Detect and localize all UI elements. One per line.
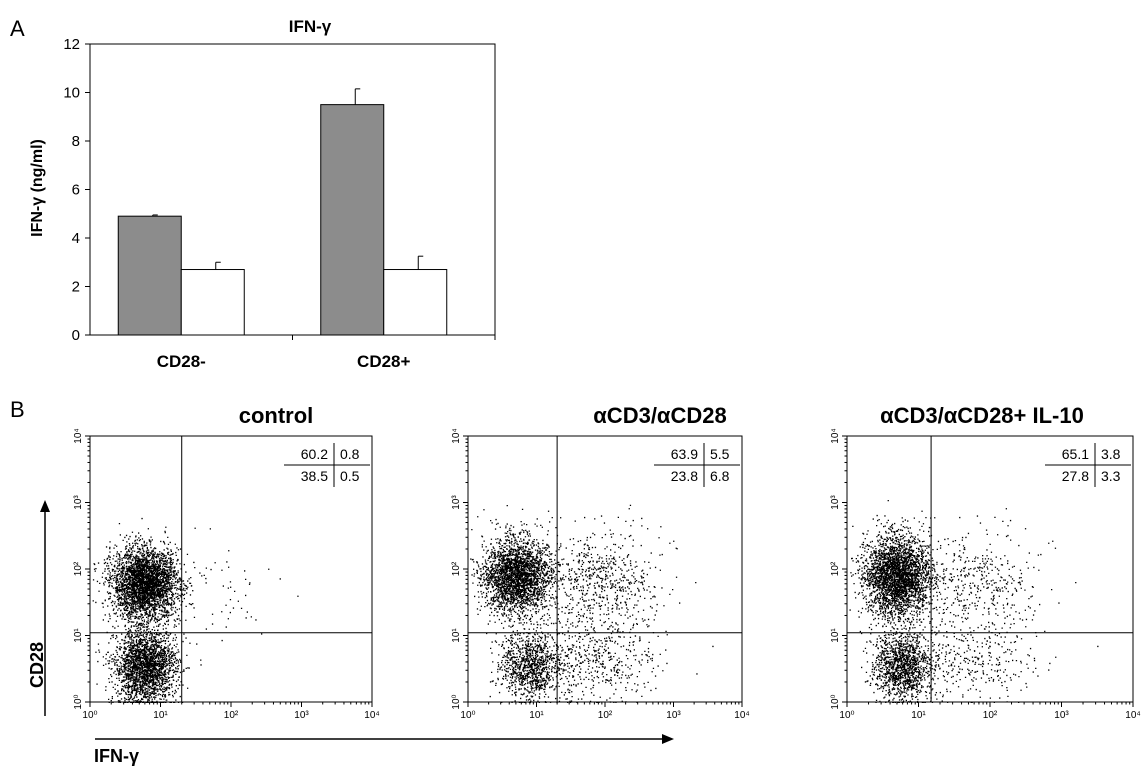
quadrant-upper-right: 5.5	[710, 446, 730, 462]
chart-a-ylabel: IFN-γ (ng/ml)	[29, 139, 46, 237]
quadrant-upper-left: 65.1	[1062, 446, 1089, 462]
chart-a: 0 2 4 6 8 10 12 CD28- CD28+	[63, 36, 496, 371]
x-category-label: CD28+	[357, 352, 410, 371]
quadrant-upper-right: 3.8	[1101, 446, 1121, 462]
y-tick-label: 10⁴	[73, 428, 84, 443]
x-tick-label: 10⁰	[82, 710, 97, 721]
facs-title: control	[239, 403, 314, 428]
cd28-axis-arrow-head	[40, 500, 50, 512]
y-tick-label: 6	[72, 182, 80, 199]
y-tick-label: 10⁰	[73, 694, 84, 709]
y-tick-label: 2	[72, 279, 80, 296]
bar	[117, 215, 182, 336]
x-tick-label: 10¹	[529, 710, 544, 721]
y-tick-label: 10²	[451, 561, 462, 576]
y-tick-label: 10	[63, 85, 80, 102]
x-tick-label: 10⁴	[364, 710, 379, 721]
y-tick-label: 10²	[73, 561, 84, 576]
bar	[383, 269, 448, 336]
y-tick-label: 10⁴	[451, 428, 462, 443]
bar	[320, 104, 385, 336]
scatter-points	[92, 517, 299, 703]
x-tick-label: 10⁴	[734, 710, 749, 721]
x-tick-label: 10⁰	[460, 710, 475, 721]
facs-xlabel: IFN-γ	[94, 746, 139, 766]
x-tick-label: 10²	[983, 710, 998, 721]
panel-a-letter: A	[10, 16, 25, 41]
facs-title: αCD3/αCD28+ IL-10	[880, 403, 1084, 428]
y-tick-label: 10¹	[73, 628, 84, 643]
panel-b-letter: B	[10, 397, 25, 422]
quadrant-lower-right: 0.5	[340, 468, 360, 484]
y-tick-label: 10³	[451, 495, 462, 510]
x-category-label: CD28-	[157, 352, 206, 371]
chart-a-title: IFN-γ	[289, 17, 332, 36]
quadrant-lower-left: 27.8	[1062, 468, 1089, 484]
quadrant-lower-right: 6.8	[710, 468, 730, 484]
facs-ylabel: CD28	[27, 642, 47, 688]
y-tick-label: 12	[63, 36, 80, 53]
y-tick-label: 10³	[73, 495, 84, 510]
x-tick-label: 10³	[294, 710, 309, 721]
quadrant-upper-left: 60.2	[301, 446, 328, 462]
x-tick-label: 10³	[1054, 710, 1069, 721]
x-tick-label: 10¹	[153, 710, 168, 721]
y-tick-label: 8	[72, 133, 80, 150]
x-tick-label: 10²	[598, 710, 613, 721]
scatter-points	[470, 504, 714, 703]
y-tick-label: 10⁴	[830, 428, 841, 443]
x-tick-label: 10²	[224, 710, 239, 721]
x-tick-label: 10⁴	[1125, 710, 1140, 721]
y-tick-label: 10¹	[451, 628, 462, 643]
quadrant-lower-right: 3.3	[1101, 468, 1121, 484]
scatter-points	[849, 500, 1099, 703]
quadrant-upper-right: 0.8	[340, 446, 360, 462]
y-tick-label: 10¹	[830, 628, 841, 643]
y-tick-label: 10⁰	[451, 694, 462, 709]
x-tick-label: 10¹	[911, 710, 926, 721]
x-tick-label: 10³	[666, 710, 681, 721]
x-tick-label: 10⁰	[839, 710, 854, 721]
y-tick-label: 4	[72, 230, 80, 247]
bar	[180, 269, 245, 336]
y-tick-label: 10²	[830, 561, 841, 576]
quadrant-upper-left: 63.9	[671, 446, 698, 462]
facs-title: αCD3/αCD28	[593, 403, 726, 428]
quadrant-lower-left: 38.5	[301, 468, 328, 484]
quadrant-lower-left: 23.8	[671, 468, 698, 484]
y-tick-label: 0	[72, 327, 80, 344]
y-tick-label: 10⁰	[830, 694, 841, 709]
y-tick-label: 10³	[830, 495, 841, 510]
ifng-axis-arrow-head	[662, 734, 674, 744]
